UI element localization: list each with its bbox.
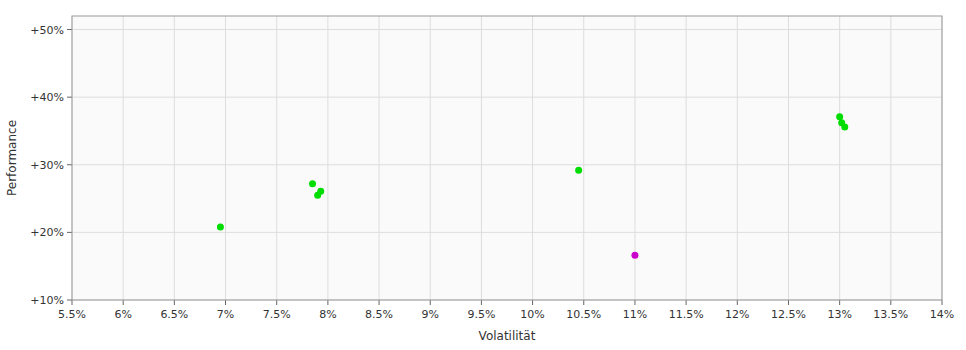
y-grid-line [72, 232, 942, 233]
x-grid-line [379, 16, 380, 300]
axes: 5.5% 6% 6.5% 7% 7.5% 8% 8.5% 9% 9.5% 10% 10.5% 11% 1… [30, 16, 954, 321]
x-tick-label: 7% [217, 308, 234, 321]
x-grid-line [788, 16, 789, 300]
x-axis-label: Volatilität [479, 329, 536, 343]
x-grid-line [583, 16, 584, 300]
x-grid-line [890, 16, 891, 300]
x-tick [788, 300, 789, 305]
x-tick [123, 300, 124, 305]
series [217, 113, 848, 230]
x-tick-label: 12.5% [771, 308, 806, 321]
scatter-point [836, 113, 843, 120]
y-tick-label: +10% [30, 294, 64, 307]
plot-frame [72, 16, 942, 300]
scatter-point [575, 167, 582, 174]
y-tick [67, 300, 72, 301]
chart-container: 5.5% 6% 6.5% 7% 7.5% 8% 8.5% 9% 9.5% 10% 10.5% 11% 1… [0, 0, 966, 350]
x-grid-line [737, 16, 738, 300]
x-tick [532, 300, 533, 305]
x-grid-line [839, 16, 840, 300]
x-grid-line [327, 16, 328, 300]
x-tick [890, 300, 891, 305]
x-tick [430, 300, 431, 305]
x-tick [583, 300, 584, 305]
x-grid-line [532, 16, 533, 300]
x-tick-label: 11% [623, 308, 647, 321]
x-tick-label: 14% [930, 308, 954, 321]
x-tick [225, 300, 226, 305]
x-tick [379, 300, 380, 305]
x-tick-label: 9.5% [467, 308, 495, 321]
y-tick [67, 232, 72, 233]
plot-background [72, 16, 942, 300]
x-grid-line [686, 16, 687, 300]
y-tick [67, 29, 72, 30]
y-grid-line [72, 29, 942, 30]
x-grid-line [276, 16, 277, 300]
y-grid-line [72, 164, 942, 165]
y-tick-label: +20% [30, 226, 64, 239]
x-tick-label: 8% [319, 308, 336, 321]
x-tick [839, 300, 840, 305]
y-tick-label: +50% [30, 24, 64, 37]
chart-svg: 5.5% 6% 6.5% 7% 7.5% 8% 8.5% 9% 9.5% 10% 10.5% 11% 1… [0, 0, 966, 350]
x-tick-label: 12% [725, 308, 749, 321]
y-tick [67, 97, 72, 98]
x-tick-label: 6% [114, 308, 131, 321]
scatter-point [631, 252, 638, 259]
x-tick [481, 300, 482, 305]
x-tick-label: 11.5% [669, 308, 704, 321]
x-tick [634, 300, 635, 305]
y-tick-label: +30% [30, 159, 64, 172]
scatter-point [841, 123, 848, 130]
y-tick-label: +40% [30, 91, 64, 104]
x-tick [72, 300, 73, 305]
x-tick [737, 300, 738, 305]
x-tick [174, 300, 175, 305]
x-grid-line [225, 16, 226, 300]
scatter-point [317, 188, 324, 195]
points [217, 113, 848, 259]
x-tick-label: 9% [422, 308, 439, 321]
x-grid-line [481, 16, 482, 300]
x-tick-label: 13% [827, 308, 851, 321]
x-tick-label: 8.5% [365, 308, 393, 321]
x-tick-label: 7.5% [263, 308, 291, 321]
x-tick [942, 300, 943, 305]
x-tick-label: 10% [520, 308, 544, 321]
x-tick-label: 10.5% [566, 308, 601, 321]
x-grid-line [430, 16, 431, 300]
y-grid-line [72, 97, 942, 98]
scatter-point [217, 223, 224, 230]
x-tick [327, 300, 328, 305]
grid [72, 16, 942, 300]
x-grid-line [174, 16, 175, 300]
x-tick [276, 300, 277, 305]
x-tick-label: 6.5% [160, 308, 188, 321]
x-tick [686, 300, 687, 305]
scatter-point [309, 180, 316, 187]
y-tick [67, 164, 72, 165]
x-tick-label: 5.5% [58, 308, 86, 321]
x-tick-label: 13.5% [873, 308, 908, 321]
y-axis-label: Performance [5, 120, 19, 196]
x-grid-line [123, 16, 124, 300]
series [631, 252, 638, 259]
